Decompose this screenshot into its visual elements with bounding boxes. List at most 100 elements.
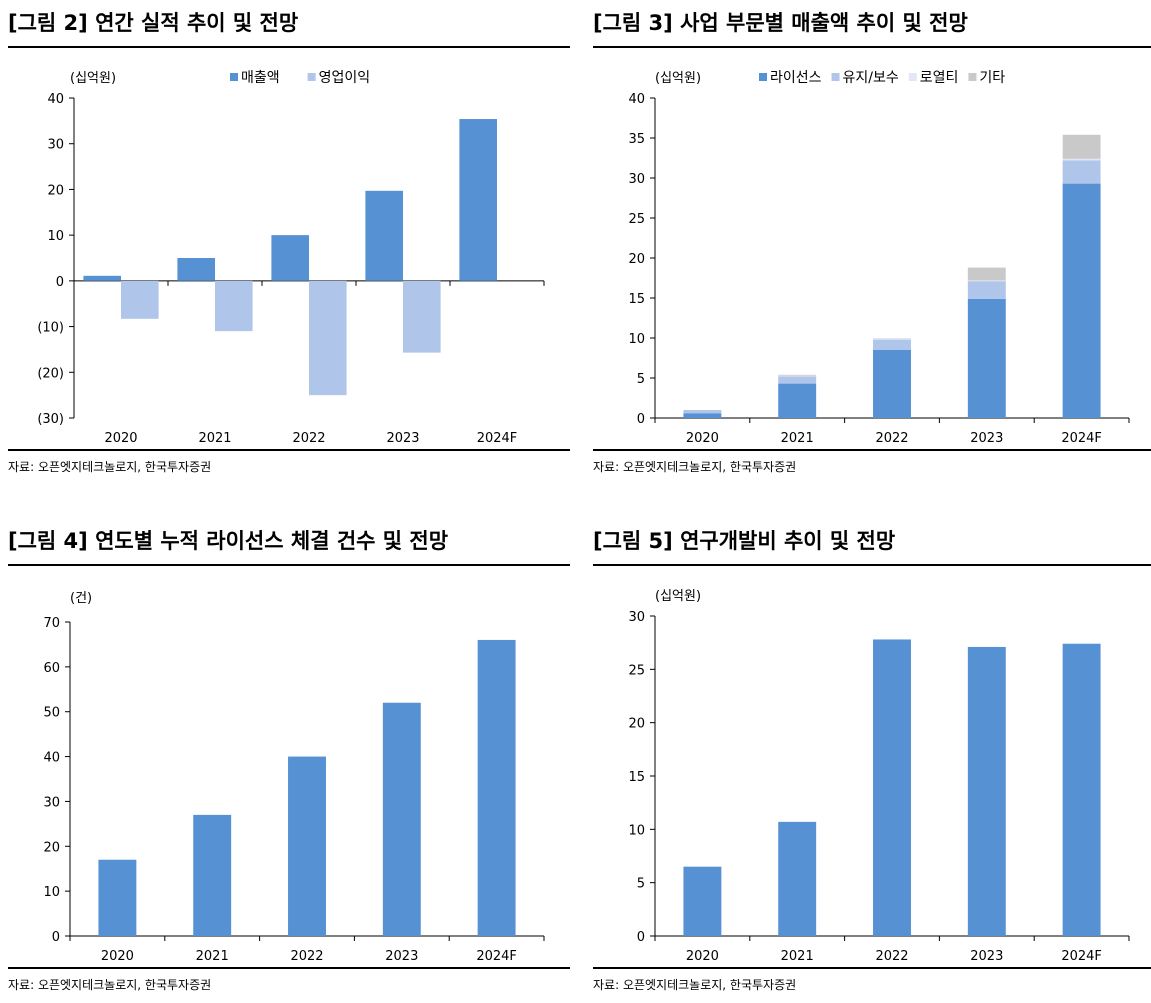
y-tick-label: 10 bbox=[47, 229, 64, 244]
bar-segment bbox=[967, 281, 1006, 299]
title-divider bbox=[593, 564, 1151, 566]
legend-label: 영업이익 bbox=[319, 70, 371, 86]
title-divider bbox=[8, 564, 570, 566]
x-tick-label: 2020 bbox=[101, 949, 134, 964]
y-tick-label: 0 bbox=[52, 930, 60, 945]
y-tick-label: 35 bbox=[628, 132, 645, 147]
bar bbox=[382, 702, 421, 936]
x-tick-label: 2021 bbox=[781, 431, 814, 446]
bar-revenue bbox=[365, 190, 403, 281]
bar-revenue bbox=[83, 275, 121, 281]
source-note: 자료: 오픈엣지테크놀로지, 한국투자증권 bbox=[593, 978, 797, 992]
y-tick-label: 15 bbox=[628, 770, 645, 785]
bar-segment bbox=[778, 374, 817, 376]
x-tick-label: 2024F bbox=[477, 431, 518, 446]
bar-segment bbox=[683, 410, 722, 414]
chart-panel-segment-revenue: [그림 3] 사업 부문별 매출액 추이 및 전망 (십억원) 40 35 30 25 2… bbox=[593, 8, 1151, 478]
y-tick-label: 5 bbox=[637, 877, 645, 892]
legend-swatch bbox=[908, 73, 917, 81]
x-tick-label: 2023 bbox=[970, 949, 1003, 964]
chart-panel-cumulative-licenses: [그림 4] 연도별 누적 라이선스 체결 건수 및 전망 (건) 70 60 50 4… bbox=[8, 526, 570, 996]
chart-panel-annual-results: [그림 2] 연간 실적 추이 및 전망 (십억원) 40 30 20 10 0 (10)(… bbox=[8, 8, 570, 478]
bar-operating-profit bbox=[215, 280, 253, 332]
x-tick-label: 2023 bbox=[385, 949, 418, 964]
x-tick-label: 2023 bbox=[970, 431, 1003, 446]
bar-segment bbox=[683, 413, 722, 418]
chart-cumulative-licenses: (건) 70 60 50 40 30 20 10 0 2020 2021 2022 2023 2024F bbox=[43, 591, 545, 964]
y-tick-label: 20 bbox=[628, 252, 645, 267]
source-note: 자료: 오픈엣지테크놀로지, 한국투자증권 bbox=[8, 978, 212, 992]
legend-label: 로열티 bbox=[920, 70, 959, 86]
bar bbox=[778, 821, 817, 936]
bar-revenue bbox=[177, 258, 215, 281]
x-tick-label: 2023 bbox=[386, 431, 419, 446]
bar-revenue bbox=[271, 235, 309, 281]
panel-title: [그림 4] 연도별 누적 라이선스 체결 건수 및 전망 bbox=[8, 529, 449, 553]
bar bbox=[477, 639, 516, 936]
source-note: 자료: 오픈엣지테크놀로지, 한국투자증권 bbox=[593, 460, 797, 474]
x-tick-label: 2024F bbox=[1061, 949, 1102, 964]
panel-title: [그림 3] 사업 부문별 매출액 추이 및 전망 bbox=[593, 11, 968, 35]
source-divider bbox=[8, 449, 570, 451]
bar-segment bbox=[778, 383, 817, 418]
legend-swatch bbox=[759, 73, 767, 81]
y-tick-label: 40 bbox=[43, 751, 60, 766]
panel-title: [그림 2] 연간 실적 추이 및 전망 bbox=[8, 11, 299, 35]
y-tick-label: (20) bbox=[37, 366, 64, 381]
chart-panel-rnd-expense: [그림 5] 연구개발비 추이 및 전망 (십억원) 30 25 20 15 10 5 0 20… bbox=[593, 526, 1151, 996]
x-tick-label: 2021 bbox=[781, 949, 814, 964]
bar-operating-profit bbox=[309, 280, 347, 396]
legend-label: 라이선스 bbox=[770, 70, 822, 86]
y-tick-label: 70 bbox=[43, 616, 60, 631]
y-tick-label: 10 bbox=[628, 823, 645, 838]
bar-segment bbox=[967, 267, 1006, 281]
y-tick-label: 10 bbox=[43, 885, 60, 900]
legend-label: 유지/보수 bbox=[843, 70, 899, 86]
bar bbox=[288, 756, 326, 936]
x-tick-label: 2020 bbox=[104, 431, 137, 446]
x-tick-label: 2022 bbox=[290, 949, 323, 964]
y-tick-label: 30 bbox=[628, 610, 645, 625]
bar-segment bbox=[873, 350, 911, 418]
title-divider bbox=[593, 46, 1151, 48]
y-tick-label: 50 bbox=[43, 706, 60, 721]
source-note: 자료: 오픈엣지테크놀로지, 한국투자증권 bbox=[8, 460, 212, 474]
x-tick-label: 2021 bbox=[196, 949, 229, 964]
y-tick-label: 30 bbox=[47, 138, 64, 153]
x-tick-label: 2024F bbox=[476, 949, 517, 964]
bar-segment bbox=[873, 338, 911, 340]
title-divider bbox=[8, 46, 570, 48]
chart-segment-revenue: (십억원) 40 35 30 25 20 15 10 5 0 2020 2021 2022 2023 202… bbox=[628, 70, 1130, 446]
x-tick-label: 2022 bbox=[292, 431, 325, 446]
bar-operating-profit bbox=[121, 280, 159, 319]
x-tick-label: 2020 bbox=[686, 431, 719, 446]
bar bbox=[873, 639, 911, 936]
y-tick-label: 5 bbox=[637, 372, 645, 387]
y-tick-label: 30 bbox=[43, 795, 60, 810]
x-tick-label: 2020 bbox=[686, 949, 719, 964]
bar bbox=[98, 859, 137, 936]
bar-segment bbox=[1062, 134, 1101, 159]
bar-operating-profit bbox=[403, 280, 441, 353]
y-tick-label: (30) bbox=[37, 412, 64, 427]
x-tick-label: 2022 bbox=[875, 949, 908, 964]
y-tick-label: 0 bbox=[637, 930, 645, 945]
y-tick-label: 25 bbox=[628, 663, 645, 678]
bar-segment bbox=[778, 376, 817, 384]
y-tick-label: 20 bbox=[628, 717, 645, 732]
bar-segment bbox=[1062, 183, 1101, 418]
y-tick-label: (10) bbox=[37, 321, 64, 336]
bar bbox=[967, 646, 1006, 936]
panel-title: [그림 5] 연구개발비 추이 및 전망 bbox=[593, 529, 896, 553]
bar-segment bbox=[778, 375, 817, 377]
legend-label: 매출액 bbox=[241, 70, 280, 86]
y-tick-label: 60 bbox=[43, 661, 60, 676]
bar-segment bbox=[1062, 158, 1101, 161]
bar-segment bbox=[873, 339, 911, 350]
x-tick-label: 2024F bbox=[1061, 431, 1102, 446]
y-unit-label: (십억원) bbox=[70, 71, 116, 86]
y-tick-label: 40 bbox=[628, 92, 645, 107]
y-unit-label: (십억원) bbox=[655, 589, 701, 604]
bar-revenue bbox=[459, 119, 497, 281]
bar-segment bbox=[967, 298, 1006, 418]
